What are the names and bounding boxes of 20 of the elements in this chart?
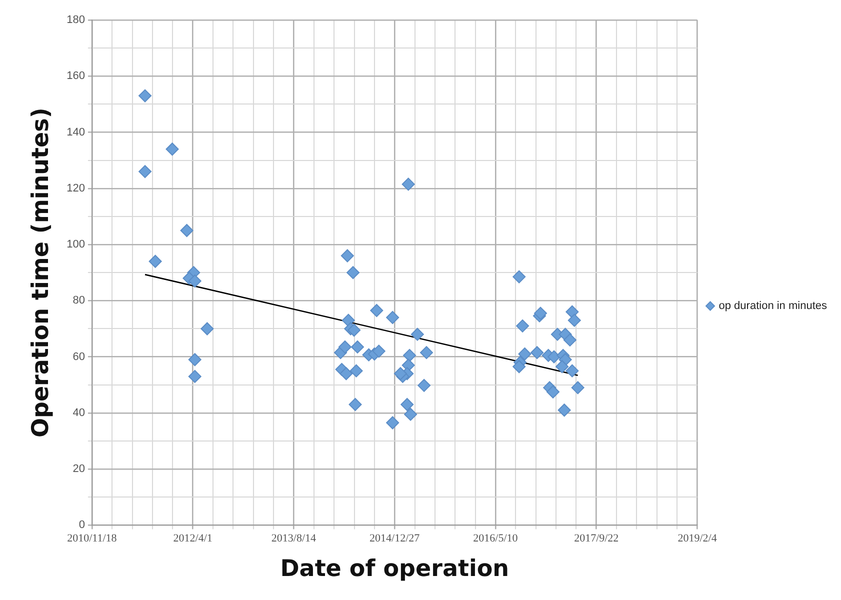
y-tick-label: 0	[78, 519, 85, 532]
x-axis-title: Date of operation	[280, 556, 510, 582]
x-tick-label: 2016/5/10	[473, 532, 518, 545]
x-tick-label: 2017/9/22	[574, 532, 619, 545]
y-tick-label: 80	[72, 294, 85, 307]
x-tick-label: 2014/12/27	[370, 532, 420, 545]
y-tick-label: 100	[66, 238, 85, 251]
x-tick-label: 2013/8/14	[271, 532, 317, 545]
y-tick-label: 20	[72, 463, 85, 476]
y-tick-label: 40	[72, 406, 85, 419]
x-tick-label: 2010/11/18	[67, 532, 118, 545]
legend-label: op duration in minutes	[718, 300, 828, 312]
y-tick-label: 60	[72, 350, 85, 363]
x-tick-label: 2012/4/1	[173, 532, 212, 545]
y-tick-label: 160	[66, 70, 85, 82]
x-tick-label: 2019/2/4	[678, 532, 718, 545]
y-tick-label: 120	[66, 182, 85, 194]
y-tick-label: 180	[66, 14, 85, 26]
y-tick-label: 140	[66, 126, 85, 138]
y-axis-title: Operation time (minutes)	[28, 108, 54, 438]
